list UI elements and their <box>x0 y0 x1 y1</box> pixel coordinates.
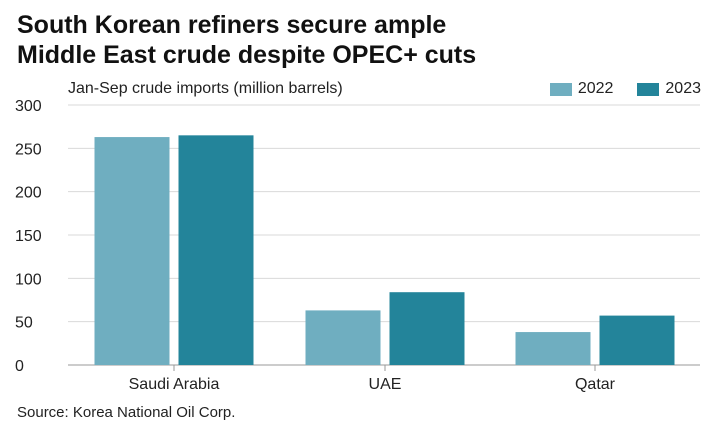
legend-label-2022: 2022 <box>577 80 614 97</box>
chart-subtitle: Jan-Sep crude imports (million barrels) <box>68 80 343 97</box>
legend-label-2023: 2023 <box>665 80 701 97</box>
source-note: Source: Korea National Oil Corp. <box>17 404 236 421</box>
bar-saudi-arabia-2022 <box>94 137 170 365</box>
y-tick-label-150: 150 <box>15 228 42 245</box>
y-tick-label-200: 200 <box>15 185 42 202</box>
legend-swatch-2023 <box>637 82 660 96</box>
y-tick-label-250: 250 <box>15 141 42 158</box>
y-tick-label-100: 100 <box>15 271 42 288</box>
chart-title-line-2: Middle East crude despite OPEC+ cuts <box>17 41 477 69</box>
chart-legend: 2022 2023 <box>526 80 701 98</box>
bar-uae-2023 <box>389 292 465 365</box>
legend-item-2022: 2022 <box>549 80 614 98</box>
bar-qatar-2023 <box>599 315 675 365</box>
x-tick-label-uae: UAE <box>369 376 402 393</box>
x-tick-label-qatar: Qatar <box>575 376 616 393</box>
legend-swatch-2022 <box>549 82 572 96</box>
x-tick-label-saudi-arabia: Saudi Arabia <box>129 376 220 393</box>
bar-saudi-arabia-2023 <box>178 135 254 365</box>
bar-qatar-2022 <box>515 332 591 365</box>
y-tick-label-50: 50 <box>15 315 33 332</box>
chart-title: South Korean refiners secure ample Middl… <box>17 10 707 70</box>
legend-item-2023: 2023 <box>637 80 701 98</box>
bar-uae-2022 <box>305 310 381 365</box>
y-tick-label-300: 300 <box>15 98 42 115</box>
chart-title-line-1: South Korean refiners secure ample <box>17 11 447 39</box>
bar-chart: 0 50 100 150 200 250 300 Saudi Arabia UAE Qatar <box>15 98 700 393</box>
y-tick-label-0: 0 <box>15 358 24 375</box>
